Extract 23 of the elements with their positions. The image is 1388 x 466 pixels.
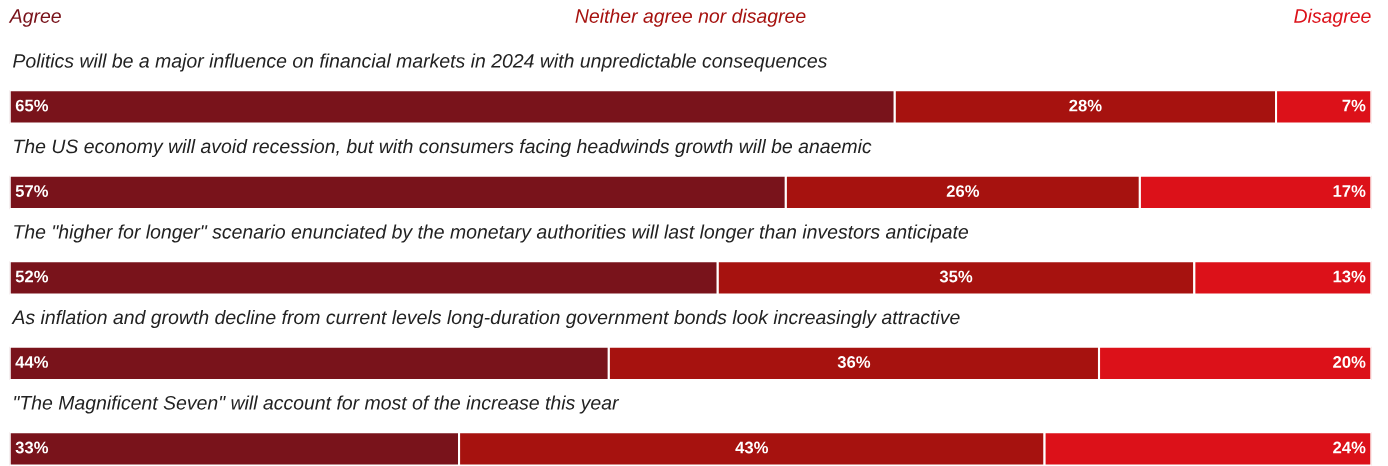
- data-label: 20%: [1333, 356, 1366, 368]
- text: Disagree: [1294, 8, 1371, 27]
- data-label: 24%: [1333, 441, 1366, 454]
- text: Neither agree nor disagree: [575, 8, 806, 27]
- data-label: 13%: [1333, 270, 1366, 283]
- y-tick-label: "The Magnificent Seven" will account for most of the increase this year: [14, 395, 620, 414]
- data-label: 33%: [15, 441, 49, 454]
- data-label: 35%: [939, 270, 973, 283]
- data-label: 36%: [837, 356, 871, 368]
- y-tick-label: Politics will be a major influence on financial markets in 2024 with unpredictable consequences: [13, 53, 827, 72]
- data-label: 7%: [1342, 99, 1366, 112]
- data-label: 26%: [946, 185, 980, 197]
- data-label: 44%: [15, 356, 49, 368]
- data-label: 57%: [15, 185, 49, 197]
- data-label: 17%: [1333, 185, 1366, 197]
- y-tick-label: As inflation and growth decline from current levels long-duration government bonds look increasingly attractive: [11, 309, 960, 329]
- y-tick-label: The US economy will avoid recession, but with consumers facing headwinds growth will be anaemic: [14, 138, 872, 158]
- data-label: 28%: [1069, 99, 1102, 112]
- y-tick-label: The "higher for longer" scenario enunciated by the monetary authorities will last longer than investors anticipate: [14, 224, 969, 243]
- data-label: 43%: [735, 441, 769, 454]
- data-label: 65%: [15, 99, 49, 112]
- text: Agree: [8, 9, 61, 27]
- data-label: 52%: [15, 270, 49, 283]
